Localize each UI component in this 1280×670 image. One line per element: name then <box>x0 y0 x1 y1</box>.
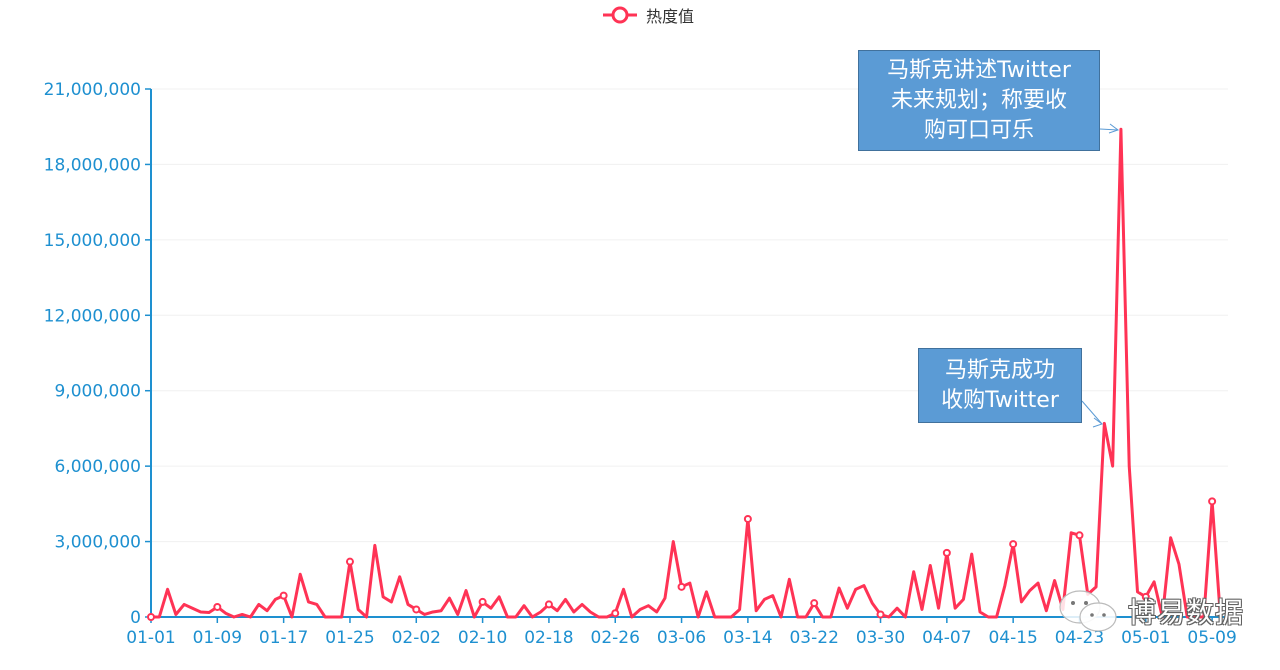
data-point-marker[interactable] <box>677 582 686 591</box>
x-tick-label: 01-17 <box>259 628 308 648</box>
legend[interactable]: 热度值 <box>602 4 694 26</box>
annotation-arrows <box>1081 123 1120 428</box>
x-tick-label: 05-01 <box>1121 628 1170 648</box>
data-point-marker[interactable] <box>147 613 155 621</box>
watermark: 博易数据 <box>1058 588 1244 634</box>
data-point-marker[interactable] <box>412 605 421 614</box>
y-tick-label: 18,000,000 <box>44 155 141 175</box>
series-line <box>147 127 1222 621</box>
data-point-marker[interactable] <box>1075 531 1084 540</box>
legend-label: 热度值 <box>646 7 695 26</box>
y-tick-label: 9,000,000 <box>54 382 141 402</box>
y-tick-label: 3,000,000 <box>54 533 141 553</box>
x-tick-label: 01-09 <box>193 628 242 648</box>
legend-line-circle-icon <box>603 6 637 24</box>
y-axis: 0 3,000,000 6,000,000 9,000,000 12,000,000 15… <box>44 80 152 628</box>
data-point-marker[interactable] <box>213 602 222 611</box>
x-tick-label: 02-26 <box>591 628 640 648</box>
y-tick-label: 0 <box>130 608 141 628</box>
y-tick-label: 12,000,000 <box>44 306 141 326</box>
x-tick-label: 02-18 <box>524 628 573 648</box>
x-tick-label: 03-06 <box>657 628 706 648</box>
x-tick-label: 03-30 <box>856 628 905 648</box>
y-tick-label: 15,000,000 <box>44 231 141 251</box>
data-point-marker[interactable] <box>1009 540 1018 549</box>
x-tick-label: 04-07 <box>922 628 971 648</box>
x-tick-label: 03-14 <box>723 628 772 648</box>
data-point-marker[interactable] <box>942 548 951 557</box>
data-point-marker[interactable] <box>1141 592 1150 601</box>
x-tick-label: 05-09 <box>1187 628 1236 648</box>
data-point-marker[interactable] <box>345 557 354 566</box>
data-point-marker[interactable] <box>1208 497 1217 506</box>
y-tick-label: 6,000,000 <box>54 457 141 477</box>
data-point-marker[interactable] <box>478 597 487 606</box>
annotation-acquisition: 马斯克成功 收购Twitter <box>918 348 1082 423</box>
x-tick-label: 01-01 <box>126 628 175 648</box>
x-tick-label: 04-23 <box>1055 628 1104 648</box>
x-tick-label: 02-02 <box>392 628 441 648</box>
y-tick-label: 21,000,000 <box>44 80 141 100</box>
data-point-marker[interactable] <box>279 591 288 600</box>
x-tick-label: 02-10 <box>458 628 507 648</box>
wechat-icon <box>1059 590 1117 632</box>
x-tick-label: 01-25 <box>325 628 374 648</box>
x-axis: 01-01 01-09 01-17 01-25 02-02 02-10 02-18 02-26… <box>126 616 1237 648</box>
annotation-coca-cola: 马斯克讲述Twitter 未来规划；称要收 购可口可乐 <box>858 50 1100 151</box>
data-point-marker[interactable] <box>876 610 885 619</box>
data-point-marker[interactable] <box>544 600 553 609</box>
data-point-marker[interactable] <box>611 609 620 618</box>
watermark-text: 博易数据 <box>1128 596 1245 629</box>
x-tick-label: 04-15 <box>988 628 1037 648</box>
data-point-marker[interactable] <box>810 599 819 608</box>
x-tick-label: 03-22 <box>789 628 838 648</box>
data-point-marker[interactable] <box>743 514 752 523</box>
grid-lines <box>151 88 1228 543</box>
